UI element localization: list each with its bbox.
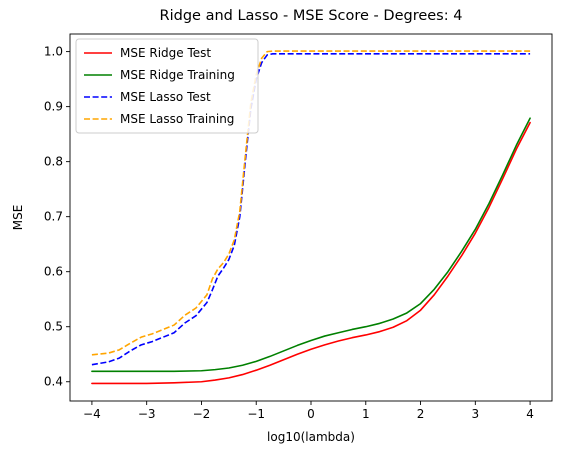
y-tick-label: 0.8: [44, 155, 63, 169]
legend-label: MSE Ridge Test: [120, 46, 211, 60]
ticks-layer: −4 −3 −2 −1 0 1 2 3 4 0.4 0.5 0.6 0.7 0.8 0.9 1.0: [44, 45, 534, 421]
x-tick-label: −1: [247, 407, 265, 421]
x-tick-label: 4: [526, 407, 534, 421]
series-line-mse-ridge-training: [91, 117, 531, 373]
x-tick-label: 0: [307, 407, 315, 421]
series-line-mse-lasso-test: [91, 53, 531, 366]
series-line-mse-lasso-training: [91, 50, 531, 356]
y-tick-label: 0.7: [44, 210, 63, 224]
y-tick-label: 0.4: [44, 375, 63, 389]
legend-label: MSE Lasso Training: [120, 112, 234, 126]
y-tick-label: 0.9: [44, 100, 63, 114]
legend-label: MSE Lasso Test: [120, 90, 211, 104]
y-tick-label: 1.0: [44, 45, 63, 59]
y-tick-label: 0.6: [44, 265, 63, 279]
x-tick-label: 2: [417, 407, 425, 421]
series-layer: [91, 50, 531, 385]
legend: MSE Ridge Test MSE Ridge Training MSE Lass…: [75, 38, 259, 134]
legend-label: MSE Ridge Training: [120, 68, 235, 82]
y-axis-label: MSE: [11, 205, 25, 231]
x-tick-label: −2: [193, 407, 211, 421]
x-tick-label: 3: [471, 407, 479, 421]
chart-title: Ridge and Lasso - MSE Score - Degrees: 4: [160, 8, 463, 24]
legend-box: [75, 38, 259, 134]
x-axis-label: log10(lambda): [267, 430, 355, 444]
x-tick-label: −3: [138, 407, 156, 421]
x-tick-label: 1: [362, 407, 370, 421]
x-tick-label: −4: [83, 407, 101, 421]
series-line-mse-ridge-test: [91, 121, 531, 385]
y-tick-label: 0.5: [44, 320, 63, 334]
